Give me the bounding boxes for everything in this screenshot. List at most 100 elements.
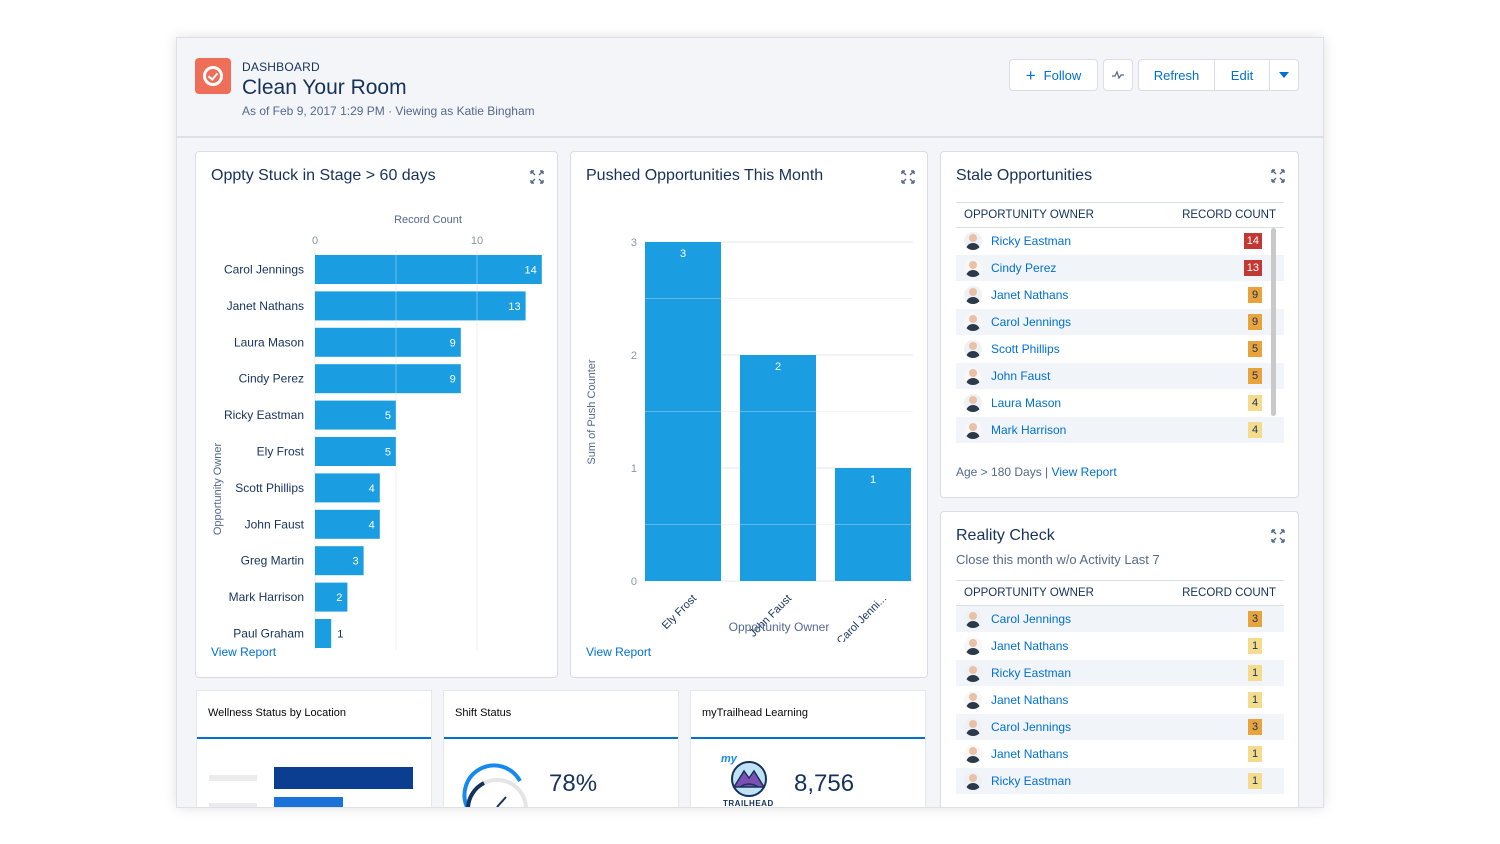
- expand-icon[interactable]: [1271, 169, 1285, 183]
- owner-name-link[interactable]: Carol Jennings: [991, 720, 1072, 734]
- owner-name-link[interactable]: Mark Harrison: [991, 423, 1067, 437]
- data-label: 9: [450, 374, 456, 386]
- table-row[interactable]: Carol Jennings 3: [956, 606, 1284, 633]
- table-row[interactable]: Carol Jennings 9: [956, 309, 1284, 336]
- table-row[interactable]: Janet Nathans 1: [956, 633, 1284, 660]
- bar: [315, 509, 380, 539]
- record-count-badge: 4: [1248, 422, 1262, 438]
- scrollbar[interactable]: [1271, 228, 1276, 416]
- category-label: Mark Harrison: [229, 590, 304, 604]
- x-axis-title: Opportunity Owner: [729, 620, 830, 634]
- expand-icon[interactable]: [901, 170, 915, 184]
- reality-table: OPPORTUNITY OWNER RECORD COUNT Carol Jen…: [956, 580, 1284, 795]
- activity-button[interactable]: [1103, 59, 1133, 91]
- bar: [645, 242, 721, 581]
- gauge-needle: [496, 796, 507, 807]
- card-title: Wellness Status by Location: [208, 707, 346, 719]
- count-column-header[interactable]: RECORD COUNT: [1182, 587, 1276, 599]
- owner-name-link[interactable]: Ricky Eastman: [991, 774, 1072, 788]
- trailhead-logo-my: my: [721, 753, 737, 765]
- table-row[interactable]: Ricky Eastman 1: [956, 768, 1284, 795]
- avatar: [964, 637, 982, 655]
- table-row[interactable]: Ricky Eastman 1: [956, 660, 1284, 687]
- count-column-header[interactable]: RECORD COUNT: [1182, 209, 1276, 221]
- avatar: [964, 313, 982, 331]
- table-row[interactable]: Laura Mason 4: [956, 390, 1284, 417]
- chevron-down-icon: [1279, 72, 1289, 78]
- avatar: [964, 664, 982, 682]
- table-row[interactable]: John Faust 5: [956, 363, 1284, 390]
- owner-name-link[interactable]: John Faust: [991, 369, 1051, 383]
- record-count-badge: 14: [1243, 233, 1262, 249]
- owner-name-link[interactable]: Ricky Eastman: [991, 234, 1072, 248]
- view-report-link[interactable]: View Report: [211, 645, 277, 659]
- edit-button[interactable]: Edit: [1214, 59, 1270, 91]
- owner-name-link[interactable]: Janet Nathans: [991, 288, 1069, 302]
- data-label: 2: [775, 361, 781, 373]
- refresh-button[interactable]: Refresh: [1138, 59, 1215, 91]
- y-axis-title: Sum of Push Counter: [586, 359, 598, 465]
- follow-button[interactable]: + Follow: [1009, 59, 1098, 91]
- data-label: 13: [508, 301, 520, 313]
- owner-name-link[interactable]: Janet Nathans: [991, 747, 1069, 761]
- record-count-badge: 1: [1248, 692, 1262, 708]
- expand-icon[interactable]: [1271, 529, 1285, 543]
- bar: [740, 355, 816, 581]
- table-row[interactable]: Ricky Eastman 14: [956, 228, 1284, 255]
- plus-icon: +: [1025, 65, 1036, 85]
- bar: [315, 619, 332, 648]
- owner-name-link[interactable]: Janet Nathans: [991, 693, 1069, 707]
- card-title: myTrailhead Learning: [702, 707, 808, 719]
- owner-column-header[interactable]: OPPORTUNITY OWNER: [964, 587, 1094, 599]
- avatar: [964, 394, 982, 412]
- owner-name-link[interactable]: Carol Jennings: [991, 612, 1072, 626]
- page-subtitle: As of Feb 9, 2017 1:29 PM · Viewing as K…: [242, 104, 535, 118]
- divider: [691, 737, 925, 739]
- activity-icon: [1112, 70, 1124, 80]
- more-actions-button[interactable]: [1269, 59, 1299, 91]
- bar: [835, 468, 911, 581]
- table-row[interactable]: Janet Nathans 9: [956, 282, 1284, 309]
- table-row[interactable]: Carol Jennings 3: [956, 714, 1284, 741]
- avatar: [964, 772, 982, 790]
- data-label: 3: [680, 248, 686, 260]
- x-tick-label: 10: [471, 235, 483, 247]
- record-count-badge: 3: [1248, 719, 1262, 735]
- bar: [315, 400, 396, 430]
- pushed-opportunities-card: Pushed Opportunities This Month 0 1 2 3 Sum …: [570, 151, 928, 678]
- table-row[interactable]: Scott Phillips 5: [956, 336, 1284, 363]
- table-row[interactable]: Mark Harrison 4: [956, 417, 1284, 444]
- filter-text: Age > 180 Days |: [956, 465, 1049, 479]
- owner-name-link[interactable]: Laura Mason: [991, 396, 1062, 410]
- view-report-link[interactable]: View Report: [586, 645, 652, 659]
- table-row[interactable]: Janet Nathans 1: [956, 741, 1284, 768]
- card-title: Pushed Opportunities This Month: [586, 167, 824, 184]
- record-count-badge: 3: [1248, 611, 1262, 627]
- category-label: Paul Graham: [233, 627, 304, 641]
- owner-name-link[interactable]: Carol Jennings: [991, 315, 1072, 329]
- gauge-chart: [462, 763, 528, 807]
- category-label: Cindy Perez: [239, 372, 304, 386]
- record-count-badge: 5: [1248, 341, 1262, 357]
- data-label: 5: [385, 410, 391, 422]
- owner-name-link[interactable]: Cindy Perez: [991, 261, 1057, 275]
- table-row[interactable]: Cindy Perez 13: [956, 255, 1284, 282]
- avatar: [964, 421, 982, 439]
- avatar: [964, 718, 982, 736]
- record-count-badge: 4: [1248, 395, 1262, 411]
- dashboard-check-icon: [195, 58, 231, 94]
- expand-icon[interactable]: [530, 170, 544, 184]
- owner-name-link[interactable]: Ricky Eastman: [991, 666, 1072, 680]
- table-row[interactable]: Janet Nathans 1: [956, 687, 1284, 714]
- category-label: Janet Nathans: [227, 299, 304, 313]
- category-label: Carol Jennings: [224, 263, 304, 277]
- owner-name-link[interactable]: Janet Nathans: [991, 639, 1069, 653]
- avatar: [964, 367, 982, 385]
- trailhead-value: 8,756: [794, 770, 855, 797]
- category-label: Scott Phillips: [235, 481, 304, 495]
- owner-column-header[interactable]: OPPORTUNITY OWNER: [964, 209, 1094, 221]
- view-report-link[interactable]: View Report: [1051, 465, 1117, 479]
- reality-check-card: Reality Check Close this month w/o Activ…: [940, 511, 1299, 807]
- owner-name-link[interactable]: Scott Phillips: [991, 342, 1060, 356]
- trailhead-logo-icon: [731, 761, 767, 797]
